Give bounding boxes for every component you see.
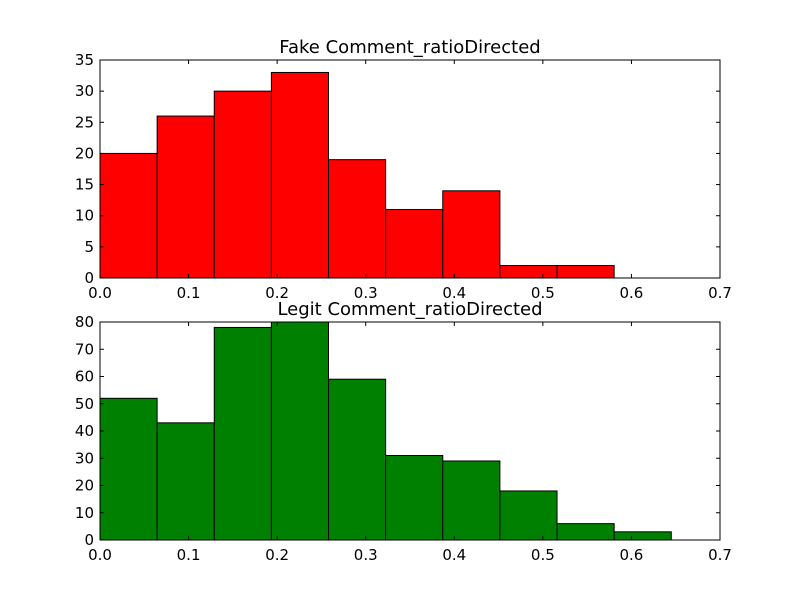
- fake-xtick-label-2: 0.2: [265, 284, 289, 302]
- legit-chart-title: Legit Comment_ratioDirected: [277, 299, 542, 320]
- fake-plot-frame: [99, 59, 721, 279]
- fake-bar-5: [385, 208, 444, 279]
- fake-bar-2: [213, 90, 272, 279]
- legit-xtick-label-0: 0.0: [88, 546, 112, 564]
- fake-bar-4: [328, 159, 387, 279]
- legit-xtick-label-4: 0.4: [442, 546, 466, 564]
- fake-xtick-label-3: 0.3: [354, 284, 378, 302]
- fake-xtick-label-1: 0.1: [177, 284, 201, 302]
- legit-bar-6: [442, 460, 501, 541]
- legit-ytick-label-6: 60: [75, 368, 94, 386]
- legit-ytick-label-7: 70: [75, 340, 94, 358]
- fake-ytick-label-6: 30: [75, 82, 94, 100]
- fake-ytick-label-4: 20: [75, 144, 94, 162]
- fake-ytick-label-7: 35: [75, 51, 94, 69]
- fake-xtick-label-0: 0.0: [88, 284, 112, 302]
- fake-ytick-label-3: 15: [75, 176, 94, 194]
- legit-xtick-label-2: 0.2: [265, 546, 289, 564]
- legit-xtick-label-5: 0.5: [531, 546, 555, 564]
- legit-bar-3: [270, 321, 330, 541]
- legit-xtick-label-1: 0.1: [177, 546, 201, 564]
- legit-xtick-label-6: 0.6: [619, 546, 643, 564]
- fake-bar-3: [270, 71, 330, 279]
- fake-xtick-label-4: 0.4: [442, 284, 466, 302]
- fake-bar-8: [556, 265, 615, 279]
- fake-bar-7: [499, 265, 558, 279]
- fake-histogram-panel: Fake Comment_ratioDirected 0.0 0.1 0.2 0.3 0…: [75, 37, 732, 302]
- legit-bar-0: [99, 397, 158, 541]
- legit-ytick-label-8: 80: [75, 313, 94, 331]
- legit-ytick-label-0: 0: [84, 531, 94, 549]
- fake-ytick-label-5: 25: [75, 113, 94, 131]
- legit-bar-8: [556, 523, 615, 541]
- legit-histogram-panel: Legit Comment_ratioDirected 0.0 0.1 0.2 0.3…: [75, 299, 732, 564]
- fake-bar-6: [442, 190, 501, 279]
- legit-bar-1: [156, 422, 215, 541]
- legit-xtick-label-7: 0.7: [708, 546, 732, 564]
- legit-xtick-label-3: 0.3: [354, 546, 378, 564]
- legit-bar-9: [613, 531, 672, 541]
- fake-chart-title: Fake Comment_ratioDirected: [279, 37, 540, 58]
- fake-xtick-label-6: 0.6: [619, 284, 643, 302]
- fake-bars: [99, 71, 615, 279]
- legit-ytick-label-1: 10: [75, 504, 94, 522]
- legit-ytick-label-3: 30: [75, 449, 94, 467]
- legit-bar-4: [328, 378, 387, 541]
- legit-bar-5: [385, 455, 444, 541]
- fake-ytick-label-1: 5: [84, 238, 94, 256]
- legit-bar-7: [499, 490, 558, 541]
- fake-bar-1: [156, 115, 215, 279]
- fake-axis-ticks: 0.0 0.1 0.2 0.3 0.4 0.5 0.6 0.7 0 5 10 15 20 25 30 35: [75, 51, 732, 302]
- legit-axis-ticks: 0.0 0.1 0.2 0.3 0.4 0.5 0.6 0.7 0 10 20 30 40 50 60 70 8…: [75, 313, 732, 564]
- fake-xtick-label-7: 0.7: [708, 284, 732, 302]
- legit-bar-2: [213, 326, 272, 541]
- legit-ytick-label-5: 50: [75, 395, 94, 413]
- fake-ytick-label-0: 0: [84, 269, 94, 287]
- fake-xtick-label-5: 0.5: [531, 284, 555, 302]
- legit-ytick-label-2: 20: [75, 477, 94, 495]
- fake-ytick-label-2: 10: [75, 207, 94, 225]
- legit-bars: [99, 321, 672, 541]
- legit-ytick-label-4: 40: [75, 422, 94, 440]
- fake-bar-0: [99, 152, 158, 279]
